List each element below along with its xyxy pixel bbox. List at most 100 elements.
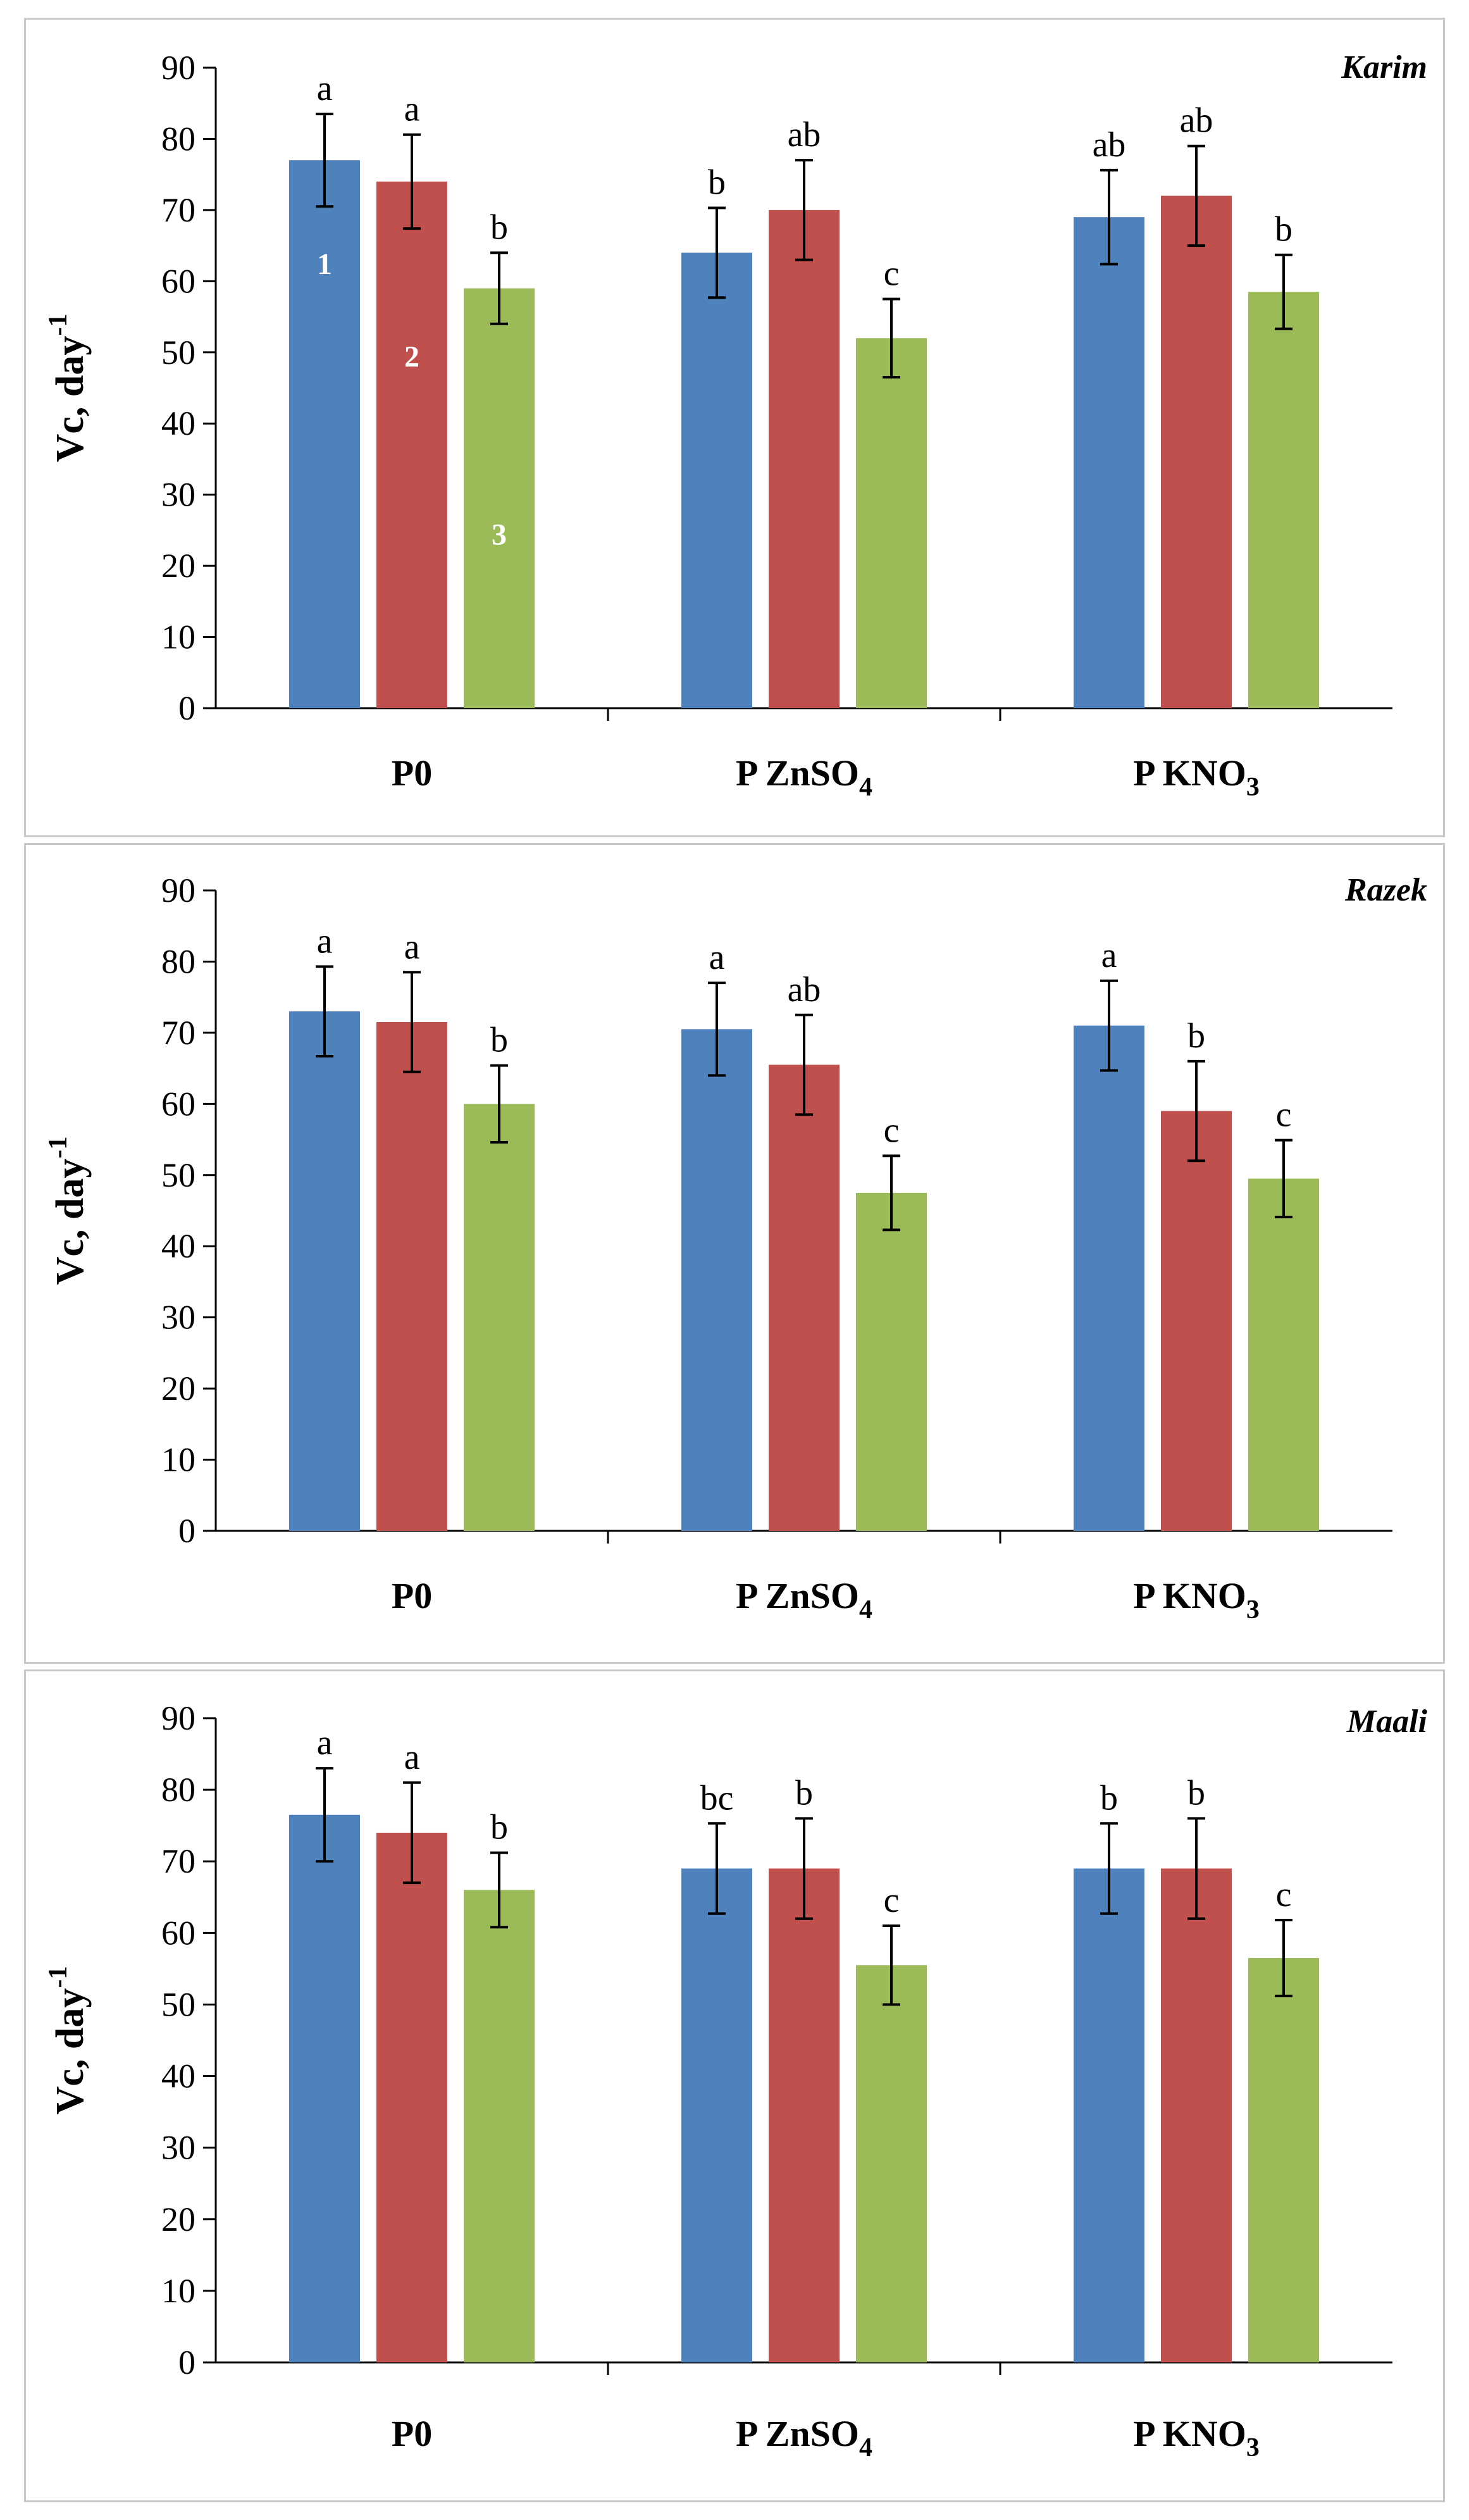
x-category-label: P0 <box>392 1575 432 1616</box>
chart-title: Maali <box>1346 1704 1428 1740</box>
significance-letter: b <box>1187 1773 1205 1812</box>
significance-letter: a <box>317 69 333 108</box>
bar-razek-p-znso4-1 <box>681 1029 752 1531</box>
significance-letter: a <box>1101 936 1117 975</box>
bar-number-label: 2 <box>404 340 419 373</box>
y-tick-label: 30 <box>161 476 195 514</box>
bar-karim-p-znso4-3 <box>856 338 927 708</box>
y-tick-label: 50 <box>161 334 195 371</box>
bar-razek-p-kno3-1 <box>1074 1025 1144 1531</box>
y-tick-label: 90 <box>161 1699 195 1737</box>
significance-letter: ab <box>788 115 821 154</box>
chart-title: Karim <box>1341 49 1427 85</box>
x-category-label-subscript: 4 <box>859 2433 872 2462</box>
significance-letter: b <box>490 208 508 247</box>
chart-panel-maali: 0 10 20 30 40 50 60 70 80 90 Vc, day-1 Maali a a b P0 bc… <box>24 1669 1445 2502</box>
significance-letter: ab <box>1093 125 1126 165</box>
y-tick-label: 10 <box>161 2272 195 2310</box>
y-tick-label: 40 <box>161 404 195 442</box>
y-tick-label: 30 <box>161 2129 195 2167</box>
x-category-label-main: P0 <box>392 752 432 794</box>
significance-letter: ab <box>1180 101 1213 140</box>
y-tick-label: 80 <box>161 942 195 980</box>
x-category-label: P ZnSO4 <box>736 2413 872 2462</box>
bar-maali-p-znso4-3 <box>856 1965 927 2362</box>
y-tick-label: 10 <box>161 1441 195 1479</box>
y-axis-label-superscript: -1 <box>44 1137 73 1159</box>
bar-razek-p-kno3-3 <box>1248 1178 1319 1531</box>
y-tick-label: 80 <box>161 120 195 158</box>
bar-razek-p-znso4-2 <box>769 1064 840 1531</box>
chart-title: Razek <box>1344 872 1427 908</box>
y-tick-label: 40 <box>161 2057 195 2095</box>
significance-letter: c <box>884 254 900 293</box>
x-category-label-main: P ZnSO <box>736 2413 859 2454</box>
significance-letter: bc <box>700 1778 734 1818</box>
x-category-label: P0 <box>392 2413 432 2454</box>
y-tick-label: 40 <box>161 1227 195 1265</box>
y-tick-label: 90 <box>161 871 195 909</box>
bar-razek-p0-1 <box>289 1011 360 1531</box>
bar-maali-p-znso4-1 <box>681 1868 752 2362</box>
bar-karim-p0-2 <box>376 181 447 708</box>
x-category-label-subscript: 3 <box>1246 773 1260 802</box>
x-category-label: P ZnSO4 <box>736 752 872 802</box>
significance-letter: a <box>709 938 725 977</box>
y-tick-label: 50 <box>161 1156 195 1194</box>
x-category-label-subscript: 3 <box>1246 1595 1260 1625</box>
y-axis-label-main: Vc, day <box>49 336 92 463</box>
bar-number-label: 3 <box>492 518 507 551</box>
significance-letter: c <box>884 1111 900 1150</box>
y-axis-label: Vc, day-1 <box>44 314 92 463</box>
x-category-label: P KNO3 <box>1133 752 1260 802</box>
x-category-label-main: P KNO <box>1133 1575 1246 1616</box>
y-tick-label: 50 <box>161 1985 195 2023</box>
bar-razek-p0-2 <box>376 1022 447 1531</box>
significance-letter: b <box>708 163 726 203</box>
x-category-label-main: P0 <box>392 2413 432 2454</box>
y-tick-label: 60 <box>161 1914 195 1952</box>
y-tick-label: 20 <box>161 547 195 585</box>
significance-letter: a <box>404 927 420 966</box>
bar-razek-p-kno3-2 <box>1161 1111 1232 1531</box>
significance-letter: b <box>795 1773 813 1812</box>
bar-karim-p-kno3-1 <box>1074 217 1144 709</box>
x-category-label-subscript: 4 <box>859 773 872 802</box>
y-tick-label: 70 <box>161 1014 195 1052</box>
significance-letter: a <box>404 90 420 129</box>
y-tick-label: 20 <box>161 1369 195 1407</box>
y-axis-label-main: Vc, day <box>49 1159 92 1285</box>
bar-karim-p-znso4-2 <box>769 209 840 708</box>
significance-letter: b <box>490 1021 508 1060</box>
y-tick-label: 70 <box>161 1842 195 1880</box>
x-category-label-subscript: 4 <box>859 1595 872 1625</box>
x-category-label-main: P KNO <box>1133 2413 1246 2454</box>
y-axis-label: Vc, day-1 <box>44 1966 92 2115</box>
bar-maali-p-kno3-3 <box>1248 1957 1319 2362</box>
y-axis-label-superscript: -1 <box>44 314 73 336</box>
bar-razek-p0-3 <box>464 1104 535 1531</box>
x-category-label-main: P ZnSO <box>736 752 859 794</box>
bar-karim-p-znso4-1 <box>681 253 752 708</box>
y-tick-label: 10 <box>161 618 195 656</box>
bar-karim-p-kno3-3 <box>1248 292 1319 708</box>
bar-maali-p-kno3-2 <box>1161 1868 1232 2362</box>
chart-panel-karim: 0 10 20 30 40 50 60 70 80 90 Vc, day-1 Karim a 1 a 2 b 3 P… <box>24 18 1445 837</box>
y-axis-label: Vc, day-1 <box>44 1137 92 1285</box>
bar-maali-p-kno3-1 <box>1074 1868 1144 2362</box>
y-tick-label: 0 <box>178 689 195 727</box>
significance-letter: ab <box>788 970 821 1009</box>
chart-panel-razek: 0 10 20 30 40 50 60 70 80 90 Vc, day-1 Razek a a b P0 a a… <box>24 843 1445 1664</box>
bar-karim-p0-3 <box>464 288 535 709</box>
bar-maali-p0-1 <box>289 1814 360 2362</box>
significance-letter: c <box>1276 1095 1292 1135</box>
x-category-label-main: P KNO <box>1133 752 1246 794</box>
bar-number-label: 1 <box>317 247 332 281</box>
significance-letter: b <box>490 1808 508 1847</box>
x-category-label: P KNO3 <box>1133 1575 1260 1625</box>
significance-letter: c <box>1276 1875 1292 1914</box>
y-axis-label-main: Vc, day <box>49 1988 92 2115</box>
